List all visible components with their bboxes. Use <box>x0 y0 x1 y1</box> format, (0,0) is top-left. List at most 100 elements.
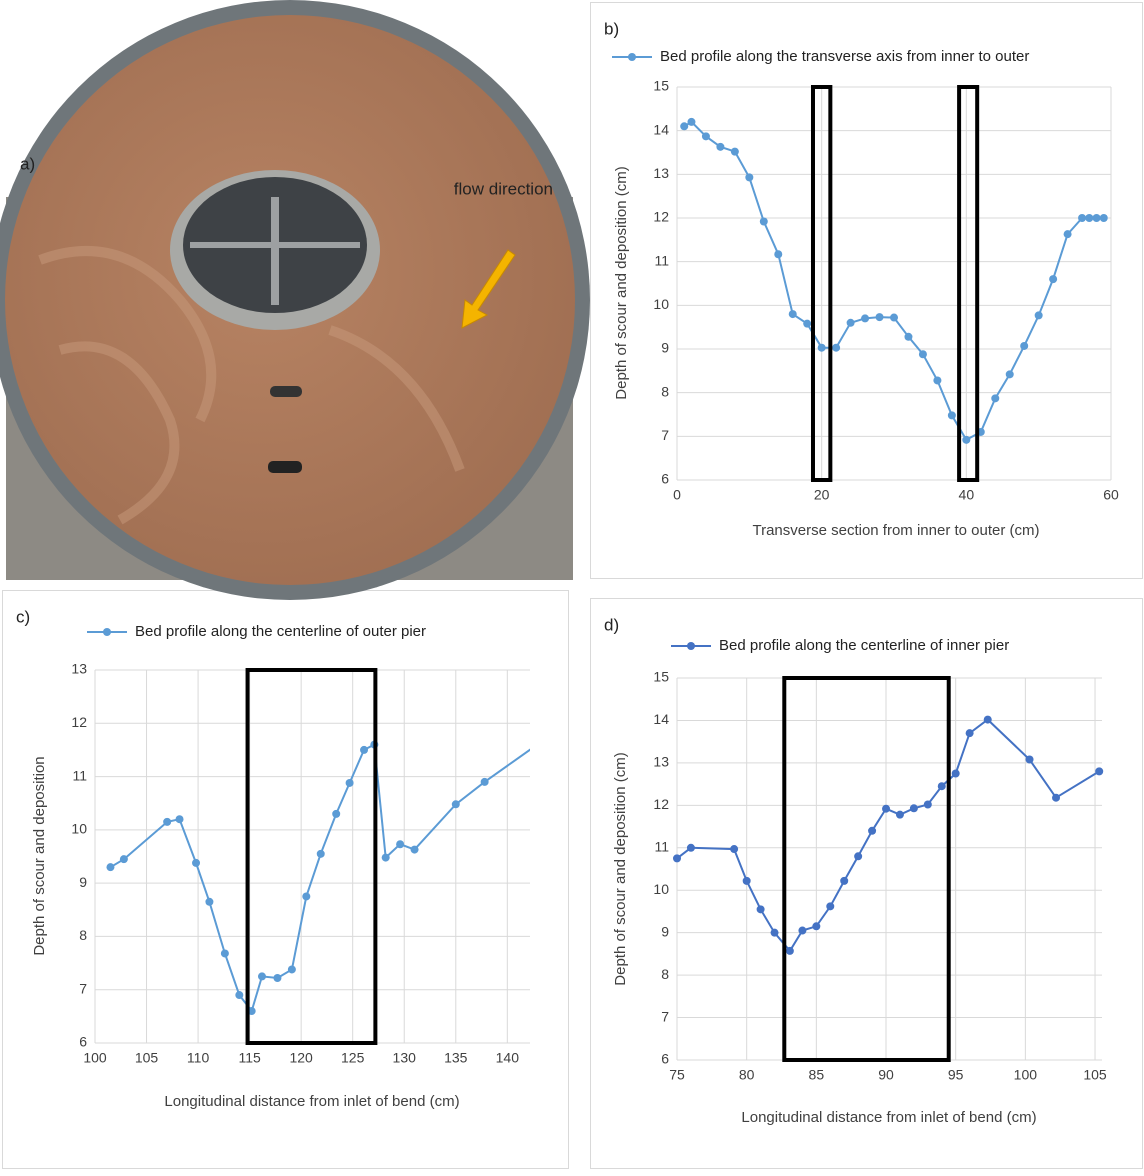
y-tick-label: 13 <box>653 165 669 181</box>
data-point <box>360 745 369 754</box>
y-tick-label: 12 <box>653 209 669 225</box>
y-tick-label: 8 <box>661 383 669 399</box>
data-point <box>1085 214 1094 222</box>
data-point <box>1049 275 1058 284</box>
x-tick-label: 130 <box>393 1050 417 1066</box>
data-point <box>1005 370 1014 379</box>
y-tick-label: 9 <box>661 923 669 939</box>
x-tick-label: 40 <box>959 487 975 503</box>
series-group <box>673 715 1104 955</box>
y-tick-label: 7 <box>661 1008 669 1024</box>
data-point <box>962 435 971 444</box>
data-point <box>1020 341 1029 350</box>
y-axis-title: Depth of scour and deposition (cm) <box>612 752 629 985</box>
data-point <box>882 804 891 813</box>
y-tick-label: 12 <box>71 714 87 730</box>
legend-label: Bed profile along the centerline of inne… <box>719 637 1009 654</box>
data-point <box>345 778 354 787</box>
plot-area <box>95 670 530 1043</box>
x-tick-label: 110 <box>187 1050 210 1066</box>
data-point <box>410 845 419 854</box>
data-point <box>119 855 128 864</box>
data-point <box>947 411 956 420</box>
data-point <box>933 376 942 385</box>
legend-label: Bed profile along the transverse axis fr… <box>660 48 1029 65</box>
data-point <box>756 905 765 914</box>
data-point <box>983 715 992 724</box>
plot-area <box>677 678 1102 1060</box>
data-point <box>785 946 794 955</box>
panel-frame <box>590 598 1143 1169</box>
data-point <box>817 343 826 352</box>
x-tick-label: 105 <box>1083 1067 1107 1083</box>
data-point <box>788 310 797 319</box>
series-group <box>680 117 1108 444</box>
data-point <box>1025 755 1034 764</box>
data-point <box>451 800 460 809</box>
x-tick-label: 135 <box>444 1050 468 1066</box>
y-tick-label: 11 <box>654 252 669 268</box>
x-tick-label: 105 <box>135 1050 159 1066</box>
data-point <box>875 313 884 322</box>
data-point <box>904 332 913 341</box>
y-tick-label: 10 <box>653 881 669 897</box>
data-point <box>937 782 946 791</box>
data-point <box>175 815 184 824</box>
data-point <box>861 314 870 323</box>
x-tick-label: 80 <box>739 1067 755 1083</box>
data-point <box>716 142 725 151</box>
x-tick-label: 140 <box>496 1050 520 1066</box>
series-line <box>683 120 1104 442</box>
data-point <box>163 817 172 826</box>
panel-frame <box>590 2 1143 579</box>
data-point <box>287 965 296 974</box>
y-tick-label: 10 <box>653 296 669 312</box>
data-point <box>730 845 739 854</box>
data-point <box>1095 767 1104 776</box>
data-point <box>302 892 311 901</box>
data-point <box>545 733 553 741</box>
panel-label: a) <box>20 154 35 173</box>
data-point <box>192 858 201 867</box>
data-point <box>332 809 341 818</box>
photo <box>0 0 590 600</box>
data-point <box>680 122 689 131</box>
data-point <box>235 991 244 1000</box>
data-point <box>991 394 1000 403</box>
x-tick-label: 20 <box>814 487 830 503</box>
data-point <box>759 217 768 226</box>
annotation: flow direction <box>454 179 553 198</box>
data-point <box>247 1007 256 1016</box>
data-point <box>742 876 751 885</box>
x-tick-label: 85 <box>809 1067 825 1083</box>
y-tick-label: 9 <box>79 874 87 890</box>
data-point <box>895 810 904 819</box>
highlight-box <box>810 85 833 482</box>
data-point <box>909 804 918 813</box>
y-tick-label: 15 <box>653 669 669 685</box>
y-tick-label: 6 <box>661 471 669 487</box>
data-point <box>220 949 229 958</box>
y-tick-label: 13 <box>653 754 669 770</box>
data-point <box>673 854 681 863</box>
highlight-box <box>782 676 951 1062</box>
data-point <box>1063 230 1072 239</box>
data-point <box>826 902 835 911</box>
y-tick-label: 11 <box>72 767 87 783</box>
data-point <box>273 973 282 982</box>
data-point <box>316 849 325 858</box>
x-tick-label: 115 <box>238 1050 261 1066</box>
legend-label: Bed profile along the centerline of oute… <box>135 623 426 640</box>
data-point <box>106 863 115 872</box>
x-tick-label: 100 <box>83 1050 107 1066</box>
data-point <box>686 843 695 852</box>
data-point <box>918 350 927 359</box>
data-point <box>854 852 863 861</box>
y-tick-label: 8 <box>79 927 87 943</box>
panel-label: d) <box>604 615 619 634</box>
legend-marker <box>628 53 636 61</box>
data-point <box>770 928 779 937</box>
data-point <box>832 343 841 352</box>
data-point <box>803 319 812 328</box>
